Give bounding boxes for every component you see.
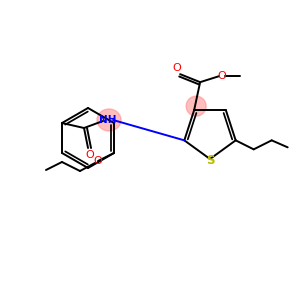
Text: O: O [173, 63, 182, 73]
Ellipse shape [97, 109, 121, 131]
Text: NH: NH [99, 115, 117, 125]
Text: O: O [94, 156, 102, 166]
Text: S: S [206, 154, 214, 166]
Ellipse shape [186, 96, 206, 116]
Text: O: O [218, 71, 226, 81]
Text: O: O [85, 150, 94, 160]
